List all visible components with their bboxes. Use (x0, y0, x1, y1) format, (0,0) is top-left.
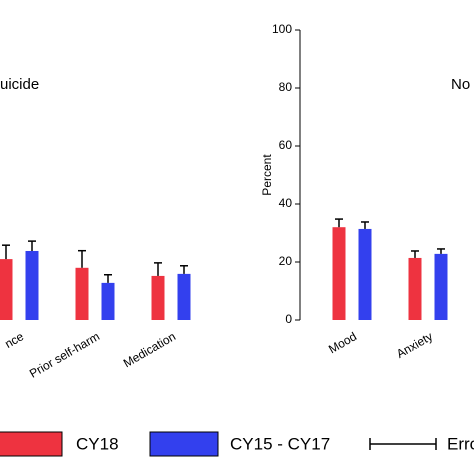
bar (177, 273, 191, 320)
x-tick-label: Anxiety (394, 329, 435, 361)
error-bar (78, 249, 86, 268)
legend-label: CY18 (76, 434, 119, 453)
bar (358, 228, 372, 320)
bar (25, 250, 39, 320)
error-bar (361, 221, 369, 229)
bar (0, 259, 13, 320)
x-tick-label: Mood (326, 329, 359, 356)
error-bar (104, 274, 112, 283)
legend-label: CY15 - CY17 (230, 434, 330, 453)
x-tick-label: nce (2, 329, 26, 351)
error-bar (28, 240, 36, 251)
legend-error-symbol (369, 438, 437, 450)
error-bar (437, 248, 445, 254)
bar (75, 267, 89, 320)
bar (101, 282, 115, 320)
error-bar (335, 218, 343, 228)
error-bar (411, 250, 419, 258)
error-bar (2, 244, 10, 260)
y-tick-label: 100 (272, 22, 292, 36)
legend-swatch (149, 431, 219, 457)
legend-swatch (0, 431, 63, 457)
y-axis-label: Percent (260, 154, 274, 196)
bar (332, 227, 346, 320)
y-tick-label: 80 (279, 80, 293, 94)
bar (434, 253, 448, 320)
chart-title: No (451, 76, 470, 93)
bar (408, 257, 422, 320)
x-tick-label: Prior self-harm (27, 329, 102, 380)
x-tick-label: Medication (121, 329, 178, 370)
legend-label: Erro (447, 434, 474, 453)
error-bar (180, 265, 188, 274)
chart-title: uicide (0, 76, 39, 93)
bar (151, 275, 165, 320)
error-bar (154, 262, 162, 276)
y-tick-label: 20 (279, 254, 293, 268)
y-tick-label: 40 (279, 196, 293, 210)
y-tick-label: 60 (279, 138, 293, 152)
y-tick-label: 0 (285, 312, 292, 326)
